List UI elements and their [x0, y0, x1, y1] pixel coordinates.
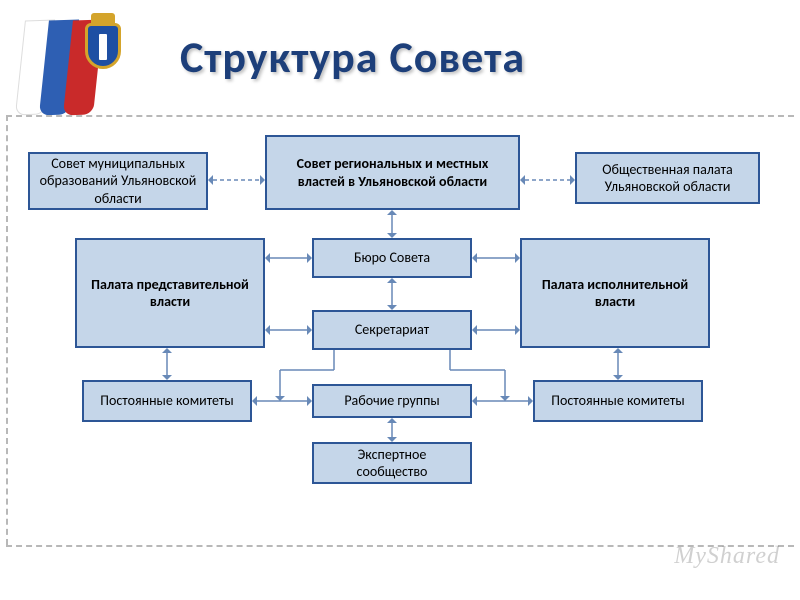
org-chart: Совет региональных и местных властей в У…	[0, 130, 800, 600]
border-dash	[6, 115, 794, 117]
node-rep: Палата представительной власти	[75, 238, 265, 348]
node-commR: Постоянные комитеты	[533, 380, 703, 422]
node-main: Совет региональных и местных властей в У…	[265, 135, 520, 210]
node-expert: Экспертное сообщество	[312, 442, 472, 484]
node-municipal: Совет муниципальных образований Ульяновс…	[28, 152, 208, 210]
logo	[20, 10, 140, 120]
node-commL: Постоянные комитеты	[82, 380, 252, 422]
node-workgroups: Рабочие группы	[312, 384, 472, 418]
coat-of-arms-icon	[75, 15, 130, 85]
node-secretariat: Секретариат	[312, 310, 472, 350]
node-exec: Палата исполнительной власти	[520, 238, 710, 348]
node-bureau: Бюро Совета	[312, 238, 472, 278]
watermark: MyShared	[674, 543, 780, 570]
node-public: Общественная палата Ульяновской области	[575, 152, 760, 204]
page-title: Структура Совета	[180, 30, 525, 84]
